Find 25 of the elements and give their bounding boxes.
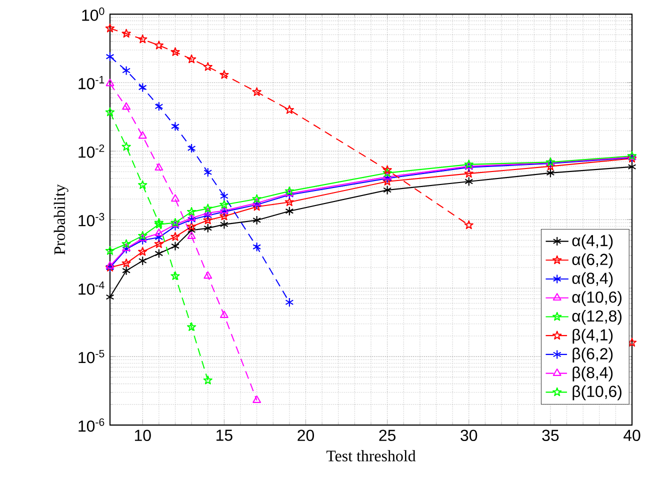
y-tick-label: 10$^{-1}$	[78, 76, 104, 90]
legend-label: β(6,2)	[572, 348, 613, 363]
y-tick-label: 10$^{-6}$	[78, 418, 104, 432]
y-tick-label: 10$^{0}$	[82, 7, 104, 21]
legend-label: β(10,6)	[572, 385, 622, 400]
legend-label: β(8,4)	[572, 366, 613, 382]
x-tick-label: 35	[542, 430, 559, 442]
x-tick-label: 40	[624, 430, 640, 442]
x-tick-label: 10	[134, 430, 151, 442]
legend-label: α(6,2)	[572, 253, 613, 268]
legend-label: α(10,6)	[572, 291, 622, 306]
y-tick-label: 10$^{-4}$	[78, 281, 104, 295]
x-tick-label: 30	[460, 430, 478, 442]
y-tick-label: 10$^{-2}$	[78, 144, 104, 158]
y-axis-title: Probability	[54, 184, 68, 255]
y-tick-label: 10$^{-3}$	[78, 212, 104, 226]
legend-label: α(8,4)	[572, 272, 613, 288]
x-tick-label: 25	[379, 430, 396, 442]
legend-label: α(12,8)	[572, 310, 622, 325]
x-axis-title: Test threshold	[326, 450, 416, 462]
y-tick-label: 10$^{-5}$	[78, 350, 104, 364]
x-tick-label: 20	[298, 430, 314, 442]
legend-label: β(4,1)	[572, 328, 613, 344]
x-tick-label: 15	[216, 430, 232, 441]
legend-label: α(4,1)	[572, 234, 613, 250]
